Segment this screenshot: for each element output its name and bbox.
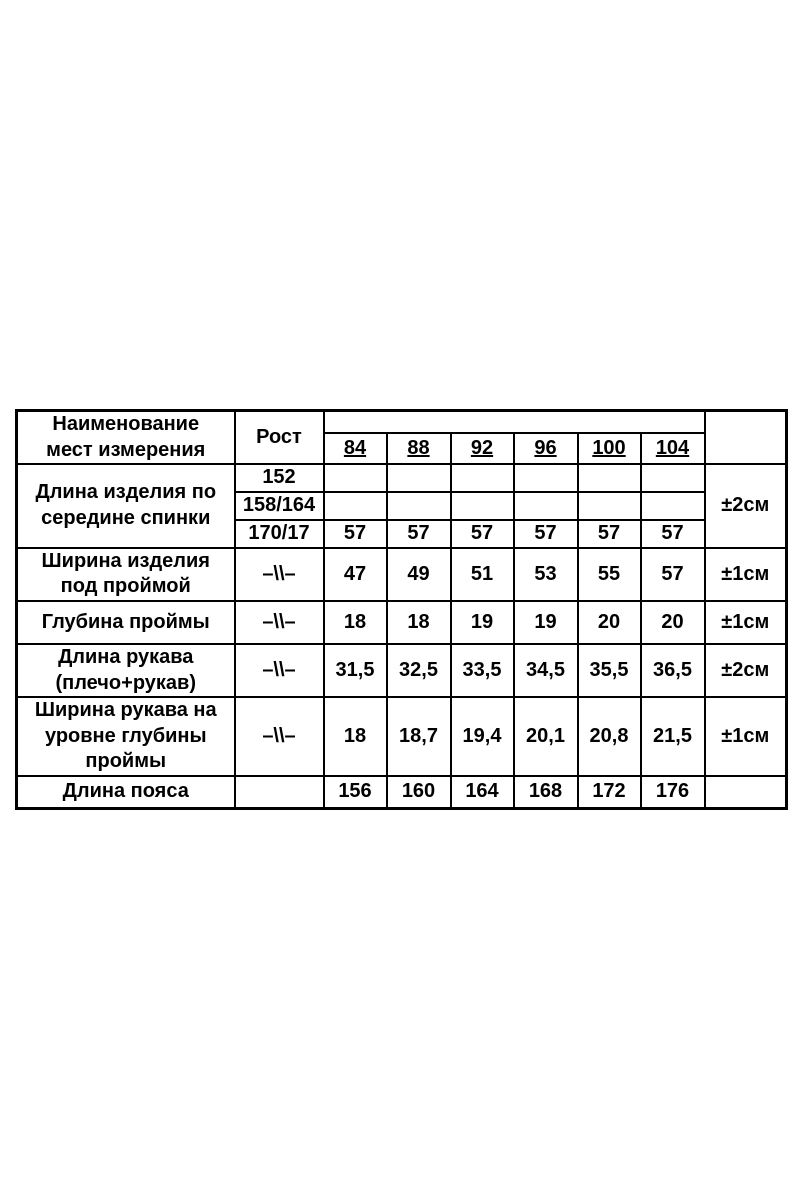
- size-col-header: 88: [385, 432, 452, 466]
- row-sleeve-width: Ширина рукава на уровне глубины проймы –…: [15, 696, 788, 777]
- row-length-170-17: 170/17 57 57 57 57 57 57: [17, 518, 787, 549]
- size-value: 19: [449, 599, 515, 645]
- size-value: 33,5: [449, 642, 515, 699]
- size-value: 35,5: [576, 642, 642, 699]
- size-value: 57: [512, 518, 579, 549]
- size-value: 172: [576, 774, 642, 810]
- size-col-header: 92: [449, 432, 515, 466]
- size-col-header: 104: [639, 432, 706, 466]
- size-value: [385, 463, 452, 493]
- size-value: 57: [639, 518, 706, 549]
- size-value: 20,1: [512, 696, 579, 777]
- size-value: [639, 490, 706, 521]
- size-value: [449, 490, 515, 521]
- size-value: 57: [576, 518, 642, 549]
- size-value: 18: [322, 696, 388, 777]
- header-sizes-strip: [322, 409, 706, 435]
- size-value: 49: [385, 546, 452, 602]
- measurement-label: Длина пояса: [15, 774, 236, 810]
- size-value: 164: [449, 774, 515, 810]
- size-value: 18,7: [385, 696, 452, 777]
- measurement-table: Наименование мест измерения Рост 84 88 9…: [15, 409, 788, 811]
- size-value: 57: [639, 546, 706, 602]
- size-value: [512, 463, 579, 493]
- size-value: [322, 463, 388, 493]
- rost-value: 158/164: [233, 490, 325, 521]
- row-length-158-164: 158/164: [17, 490, 787, 521]
- size-value: [449, 463, 515, 493]
- size-value: 21,5: [639, 696, 706, 777]
- size-value: 32,5: [385, 642, 452, 699]
- tolerance-value: ±2см: [703, 463, 788, 549]
- header-rost-cell: Рост: [233, 409, 325, 466]
- rost-ditto: –\\–: [233, 599, 325, 645]
- measurement-label: Глубина проймы: [15, 599, 236, 645]
- row-belt-length: Длина пояса 156 160 164 168 172 176: [15, 774, 788, 810]
- measurement-label: Длина изделия по середине спинки: [15, 463, 236, 549]
- measurement-label: Длина рукава (плечо+рукав): [15, 642, 236, 699]
- size-value: 47: [322, 546, 388, 602]
- size-value: 20: [639, 599, 706, 645]
- size-value: 20: [576, 599, 642, 645]
- size-value: 53: [512, 546, 579, 602]
- size-value: [639, 463, 706, 493]
- measurement-table-wrapper: Наименование мест измерения Рост 84 88 9…: [15, 409, 788, 811]
- header-row-top: Наименование мест измерения Рост: [15, 409, 788, 466]
- size-value: [512, 490, 579, 521]
- size-value: [576, 490, 642, 521]
- size-value: 36,5: [639, 642, 706, 699]
- size-value: 57: [322, 518, 388, 549]
- size-value: 176: [639, 774, 706, 810]
- rost-ditto: –\\–: [233, 696, 325, 777]
- size-value: 19: [512, 599, 579, 645]
- size-value: [576, 463, 642, 493]
- size-value: 51: [449, 546, 515, 602]
- size-value: [322, 490, 388, 521]
- row-sleeve-length: Длина рукава (плечо+рукав) –\\– 31,5 32,…: [15, 642, 788, 699]
- rost-value: [233, 774, 325, 810]
- tolerance-value: ±1см: [703, 546, 788, 602]
- rost-ditto: –\\–: [233, 546, 325, 602]
- size-value: 31,5: [322, 642, 388, 699]
- size-col-header: 100: [576, 432, 642, 466]
- measurement-label: Ширина рукава на уровне глубины проймы: [15, 696, 236, 777]
- rost-value: 152: [233, 463, 325, 493]
- size-col-header: 84: [322, 432, 388, 466]
- tolerance-value: ±1см: [703, 696, 788, 777]
- size-value: 34,5: [512, 642, 579, 699]
- size-value: 19,4: [449, 696, 515, 777]
- header-name-cell: Наименование мест измерения: [15, 409, 236, 466]
- size-value: 57: [385, 518, 452, 549]
- size-value: 20,8: [576, 696, 642, 777]
- size-value: 18: [322, 599, 388, 645]
- size-col-header: 96: [512, 432, 579, 466]
- size-value: 57: [449, 518, 515, 549]
- tolerance-value: ±1см: [703, 599, 788, 645]
- size-value: [385, 490, 452, 521]
- row-length-152: Длина изделия по середине спинки 152 ±2с…: [15, 463, 788, 549]
- size-value: 156: [322, 774, 388, 810]
- size-value: 168: [512, 774, 579, 810]
- header-row-sizes: 84 88 92 96 100 104: [17, 432, 787, 466]
- tolerance-value: [703, 774, 788, 810]
- tolerance-value: ±2см: [703, 642, 788, 699]
- rost-ditto: –\\–: [233, 642, 325, 699]
- row-width-under-armhole: Ширина изделия под проймой –\\– 47 49 51…: [15, 546, 788, 602]
- size-value: 55: [576, 546, 642, 602]
- rost-value: 170/17: [233, 518, 325, 549]
- header-tolerance-cell: [703, 409, 788, 466]
- row-armhole-depth: Глубина проймы –\\– 18 18 19 19 20 20 ±1…: [15, 599, 788, 645]
- measurement-label: Ширина изделия под проймой: [15, 546, 236, 602]
- size-value: 18: [385, 599, 452, 645]
- size-value: 160: [385, 774, 452, 810]
